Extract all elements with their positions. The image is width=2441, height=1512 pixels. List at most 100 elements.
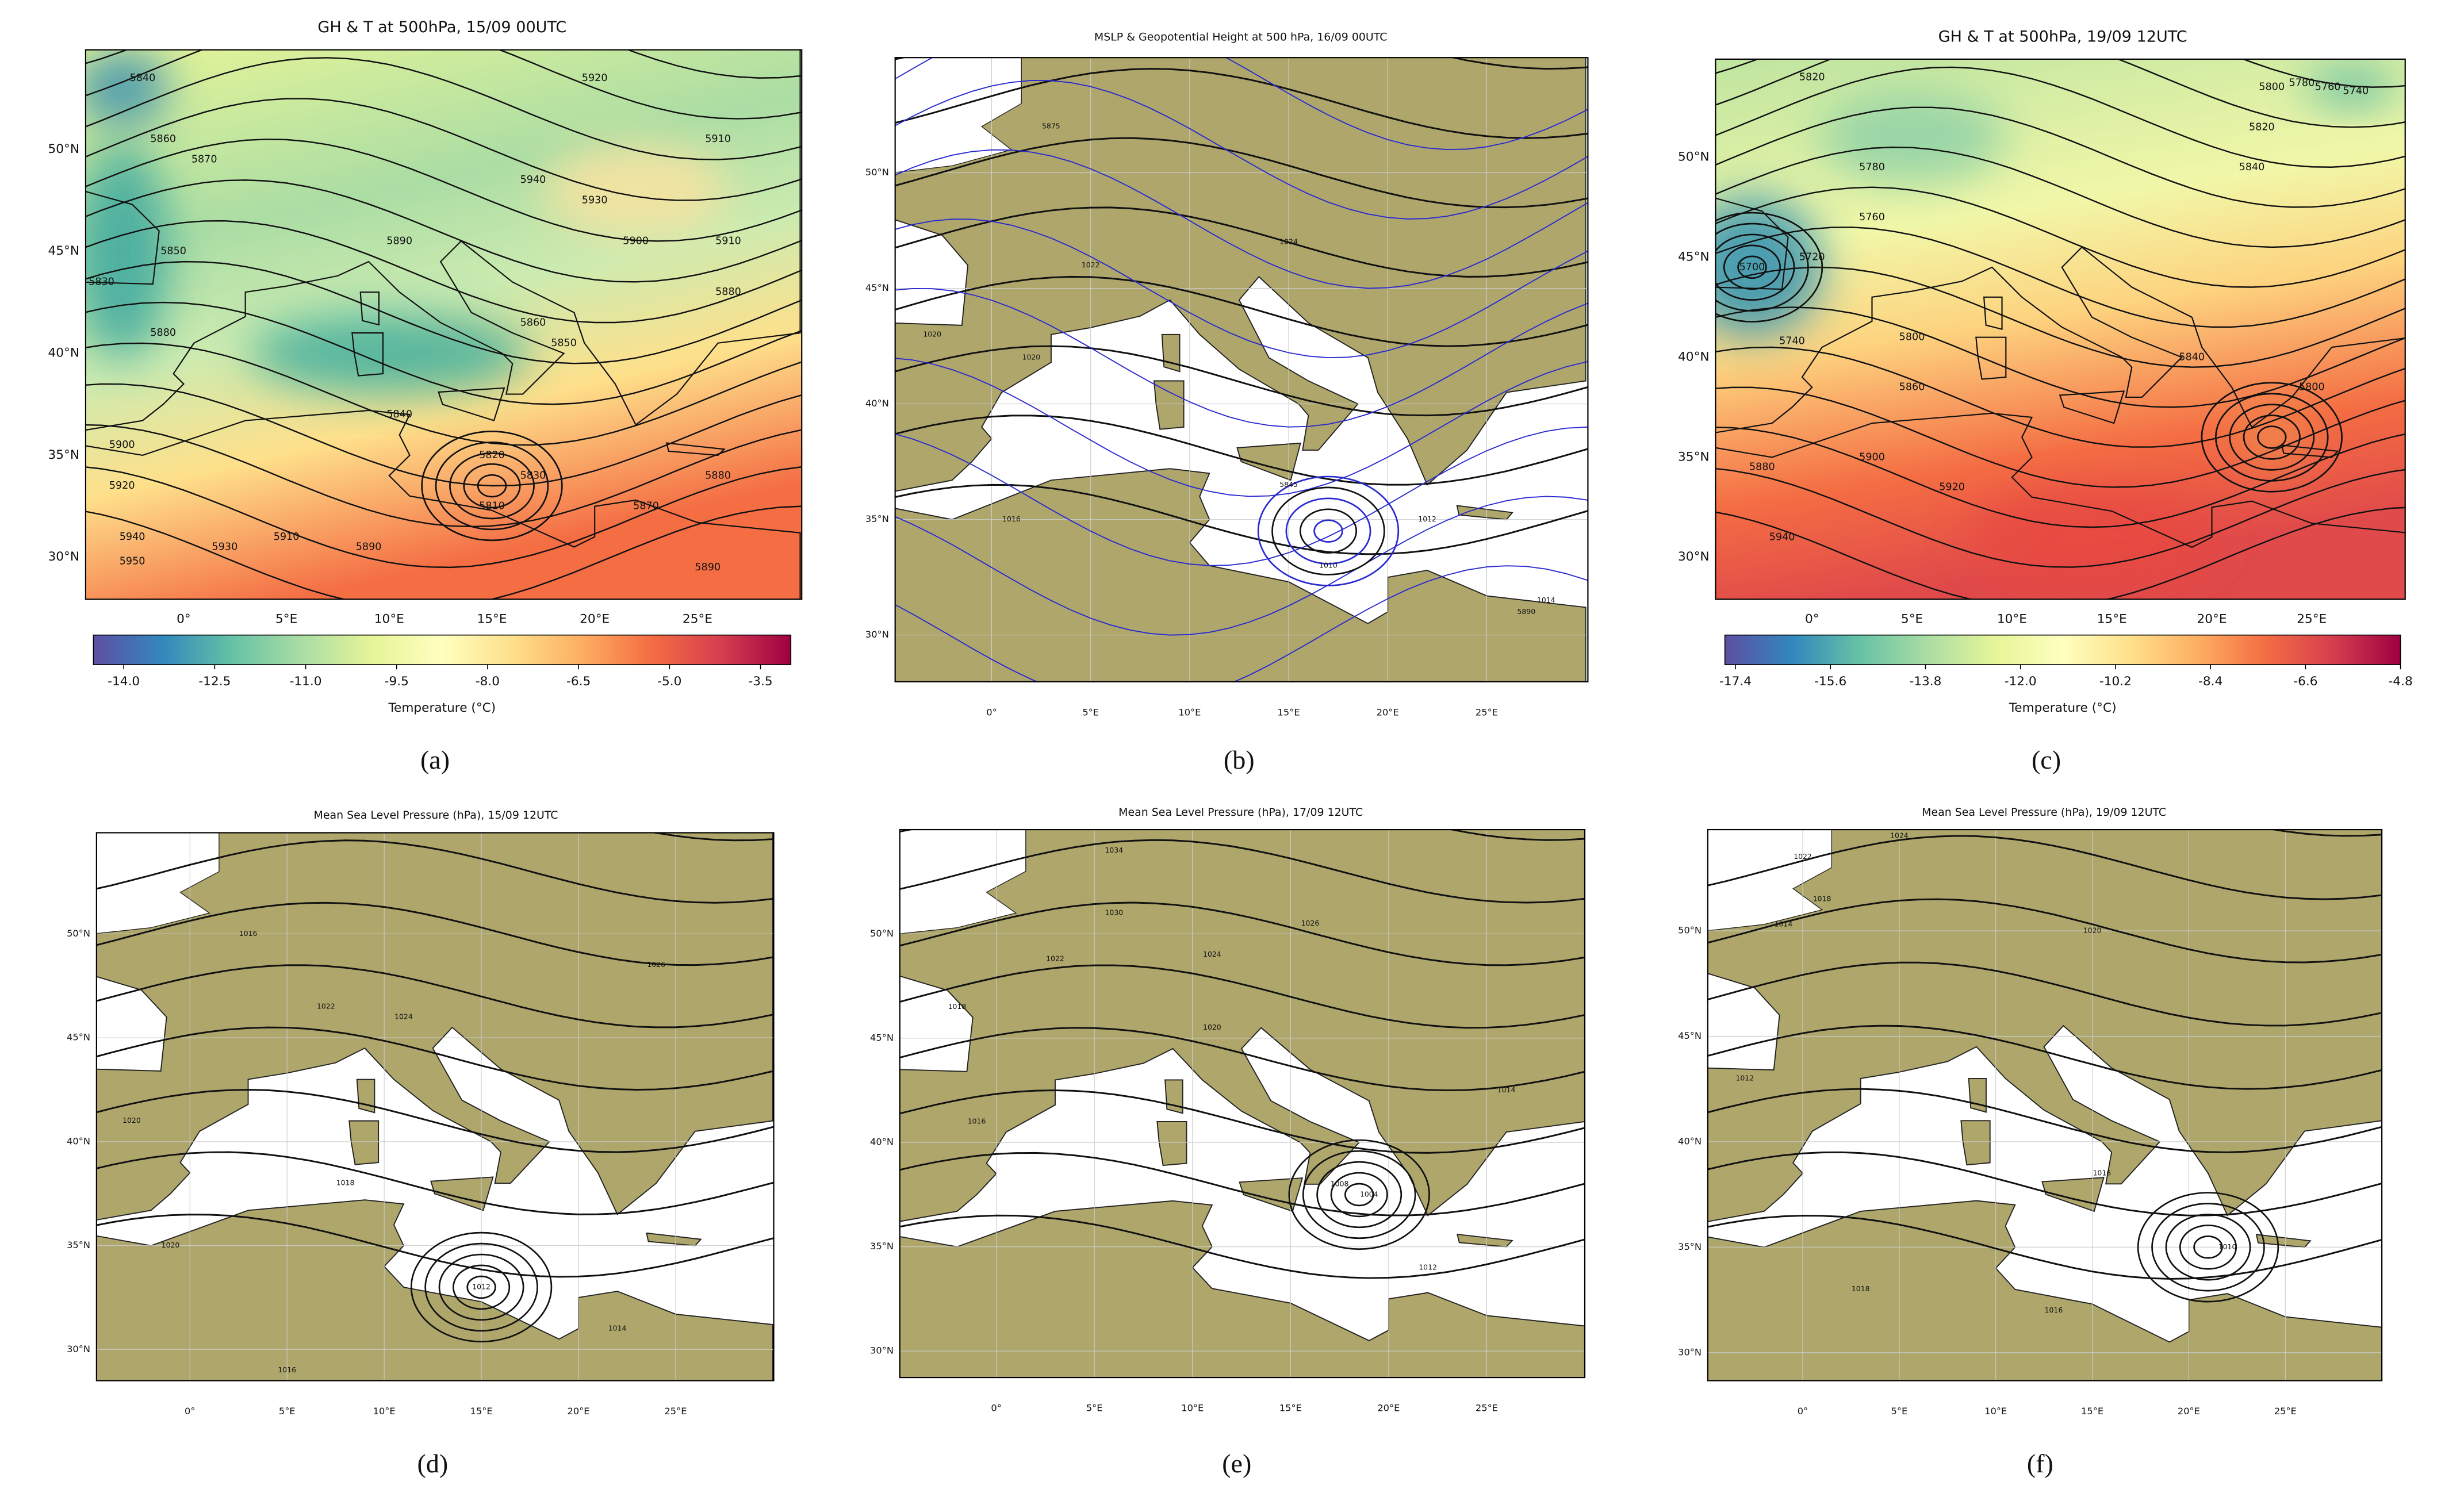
contour-label: 5920 [582,72,608,84]
temperature-anomaly [542,143,730,237]
colorbar-tick-label: -8.4 [2198,674,2222,689]
isoline [1715,222,1809,312]
contour-label: 1026 [647,960,665,969]
contour-label: 1020 [1203,1023,1221,1031]
isoline [1715,233,1795,301]
contour-label: 1004 [1360,1189,1378,1198]
land [348,1120,380,1165]
sea [96,832,220,934]
contour-label: 1030 [1105,908,1123,917]
lat-tick-label: 50°N [48,142,80,156]
colorbar [93,634,792,665]
temperature-anomaly [1967,490,2217,584]
isoline [96,1151,774,1215]
contour-label: 1012 [1419,1262,1437,1271]
contour-label: 1016 [278,1365,296,1374]
land [895,57,1587,492]
isoline [85,342,802,446]
sea [899,830,1026,934]
isoline [424,1242,538,1332]
temperature-anomaly [1818,90,2006,184]
contour-label: 5910 [715,236,741,247]
contour-label: 5800 [2259,82,2285,93]
contour-label: 5910 [274,531,300,543]
temperature-anomaly [85,49,169,128]
contour-label: 5820 [1799,71,1825,83]
isoline [1715,386,2405,488]
isoline [895,218,1588,359]
isoline [2151,1203,2265,1292]
map-title: Mean Sea Level Pressure (hPa), 17/09 12U… [1118,806,1363,819]
contour-label: 1014 [608,1324,627,1333]
colorbar-tick-label: -12.0 [2005,674,2037,689]
isoline [1715,306,2405,408]
contour-label: 5800 [1899,332,1925,343]
contour-label: 5850 [160,245,186,257]
isoline [895,57,1588,151]
isoline [1299,508,1358,554]
lon-tick-label: 0° [185,1406,195,1417]
contour-label: 5860 [520,317,546,328]
contour-label: 5900 [1859,451,1885,463]
contour-label: 5880 [1749,462,1775,473]
contour-label: 1020 [162,1241,180,1249]
contour-label: 1016 [968,1116,986,1125]
contour-label: 5840 [2179,351,2205,363]
isoline [453,1264,511,1310]
contour-label: 5880 [715,286,741,298]
isoline [1707,961,2382,1027]
isoline [899,964,1585,1029]
contour-label: 1012 [472,1282,491,1291]
coastline [1983,296,2003,331]
isoline [1723,244,1781,290]
contour-label: 5870 [191,154,217,166]
contour-label: 1012 [1418,515,1436,523]
lon-tick-label: 25°E [1476,1403,1498,1414]
colorbar-tick-label: -6.5 [566,674,591,689]
lat-tick-label: 35°N [48,448,80,462]
colorbar-tick-label: -6.6 [2293,674,2317,689]
isoline [96,1026,774,1091]
contour-label: 5720 [1799,251,1825,263]
lat-tick-label: 50°N [67,928,90,939]
lon-tick-label: 20°E [2197,612,2227,627]
contour-label: 1014 [1497,1085,1516,1094]
lat-tick-label: 40°N [48,346,80,360]
isoline [899,1027,1585,1092]
isoline [895,80,1588,220]
contour-label: 1018 [948,1002,967,1011]
panel-label: (d) [417,1449,449,1478]
isoline [1707,1088,2382,1153]
contour-label: 1018 [336,1179,355,1187]
lon-tick-label: 5°E [279,1406,296,1417]
contour-label: 5890 [695,562,721,573]
isoline [85,505,802,600]
coastline [1975,336,2007,380]
land [1161,333,1181,373]
contour-label: 1020 [122,1116,141,1125]
lat-tick-label: 40°N [865,398,889,409]
map-panel: 1016 1020 1022 1024 1026 1012 1014 1018 1016 1020… [67,809,775,1478]
contour-label: 5890 [386,236,412,247]
isoline [2214,393,2329,482]
map-area: 5840 5860 5870 5850 5830 5880 5900 5920 5940 5950… [85,49,802,600]
coastline [438,387,505,421]
isoline [895,149,1588,289]
map-frame [894,57,1589,682]
contour-label: 1020 [923,329,941,338]
lat-tick-label: 50°N [1678,925,1702,936]
land [1156,1121,1187,1166]
isoline [895,275,1588,347]
lat-tick-label: 45°N [67,1032,90,1043]
lat-tick-label: 35°N [870,1241,894,1252]
contour-label: 1020 [2083,926,2102,935]
contour-label: 1016 [1002,515,1021,523]
contour-label: 5820 [479,450,505,461]
contour-label: 1016 [2093,1168,2112,1177]
isoline [895,345,1588,417]
isoline [466,1275,496,1299]
lon-tick-label: 10°E [1984,1406,2007,1417]
isoline [895,565,1588,682]
map-panel: 1022 1018 1014 1020 1024 1012 1016 1010 1018 1016… [1678,806,2383,1478]
